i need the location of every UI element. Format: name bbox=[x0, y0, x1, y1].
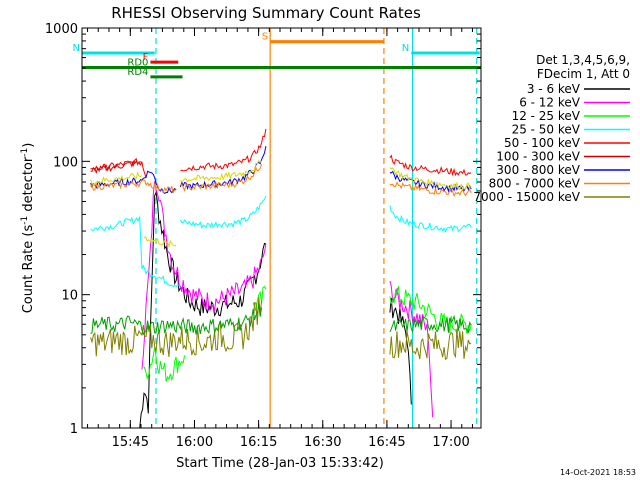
y-axis-label-sup1: -1 bbox=[20, 216, 30, 225]
series-2-segment-0 bbox=[143, 347, 186, 382]
legend-entry-3: 25 - 50 keV bbox=[512, 123, 581, 137]
legend-entry-8: 7000 - 15000 keV bbox=[473, 190, 580, 204]
series-0-segment-1 bbox=[389, 297, 412, 405]
series-8-segment-1 bbox=[389, 328, 472, 361]
flag-label-0: N bbox=[73, 43, 80, 54]
series-6-segment-1 bbox=[179, 146, 267, 191]
legend-entry-7: 800 - 7000 keV bbox=[489, 177, 581, 191]
x-tick-label-4: 16:45 bbox=[368, 435, 405, 450]
x-tick-label-3: 16:30 bbox=[304, 435, 341, 450]
legend-entry-0: 3 - 6 keV bbox=[527, 82, 581, 96]
y-axis-label-sup2: -1 bbox=[20, 148, 30, 157]
y-axis-label-main: Count Rate (s bbox=[21, 225, 36, 314]
legend-entry-5: 100 - 300 keV bbox=[496, 150, 580, 164]
legend: Det 1,3,4,5,6,9, FDecim 1, Att 0 3 - 6 k… bbox=[473, 53, 630, 204]
y-axis-label-mid: detector bbox=[21, 156, 36, 216]
y-tick-label-1: 10 bbox=[61, 289, 78, 304]
x-tick-label-5: 17:00 bbox=[432, 435, 469, 450]
x-tick-label-2: 16:15 bbox=[240, 435, 277, 450]
legend-entry-4: 50 - 100 keV bbox=[504, 136, 581, 150]
series-2-segment-2 bbox=[389, 286, 472, 336]
series-4-segment-0 bbox=[90, 157, 147, 179]
footer-timestamp: 14-Oct-2021 18:53 bbox=[560, 468, 636, 477]
series-1-segment-1 bbox=[389, 280, 434, 418]
y-axis-label: Count Rate (s-1 detector-1) bbox=[20, 143, 36, 314]
flag-label-2: F bbox=[143, 52, 149, 63]
x-axis-label: Start Time (28-Jan-03 15:33:42) bbox=[176, 456, 384, 471]
legend-header-1: Det 1,3,4,5,6,9, bbox=[536, 53, 630, 67]
series-7-segment-0 bbox=[90, 179, 177, 194]
series-7-segment-1 bbox=[180, 164, 263, 192]
x-tick-label-0: 15:45 bbox=[112, 435, 149, 450]
series-8-segment-0 bbox=[90, 297, 263, 358]
series-7-segment-2 bbox=[389, 181, 472, 198]
series-1-segment-0 bbox=[141, 181, 267, 370]
series-yellow-segment-0 bbox=[90, 171, 143, 186]
x-tick-label-1: 16:00 bbox=[176, 435, 213, 450]
flag-label-1: N bbox=[402, 43, 409, 54]
x-axis: 15:45 16:00 16:15 16:30 16:45 17:00 bbox=[87, 28, 473, 450]
series-3-segment-2 bbox=[389, 205, 472, 233]
legend-entry-1: 6 - 12 keV bbox=[519, 96, 581, 110]
series-5-segment-0 bbox=[90, 160, 143, 174]
series-3-segment-1 bbox=[179, 195, 267, 229]
series-yellow-segment-2 bbox=[179, 159, 262, 183]
series-4-segment-2 bbox=[389, 154, 472, 177]
y-tick-label-3: 1000 bbox=[45, 22, 78, 37]
y-tick-label-0: 1 bbox=[70, 422, 78, 437]
series-4-segment-1 bbox=[180, 128, 267, 172]
y-tick-label-2: 100 bbox=[53, 155, 78, 170]
series-yellow-segment-3 bbox=[389, 167, 472, 190]
series-0-segment-0 bbox=[139, 191, 267, 429]
series-3-segment-0 bbox=[90, 216, 181, 288]
flag-label-3: RD0 bbox=[127, 58, 148, 69]
series-yellow-segment-1 bbox=[143, 236, 177, 248]
legend-entry-2: 12 - 25 keV bbox=[512, 109, 581, 123]
flag-label-4: RD4 bbox=[127, 67, 148, 78]
series-2-segment-1 bbox=[252, 285, 267, 312]
flag-label-5: S bbox=[262, 32, 268, 43]
y-axis-label-end: ) bbox=[21, 143, 36, 148]
series-green-low-segment-0 bbox=[90, 304, 263, 336]
series-6-segment-0 bbox=[90, 170, 177, 195]
legend-entry-6: 300 - 800 keV bbox=[496, 163, 580, 177]
series-green-low-segment-1 bbox=[389, 314, 472, 334]
chart-title: RHESSI Observing Summary Count Rates bbox=[111, 4, 421, 22]
y-axis: 1 10 100 1000 bbox=[45, 22, 481, 437]
plot-frame bbox=[81, 27, 482, 429]
legend-header-2: FDecim 1, Att 0 bbox=[537, 67, 630, 81]
